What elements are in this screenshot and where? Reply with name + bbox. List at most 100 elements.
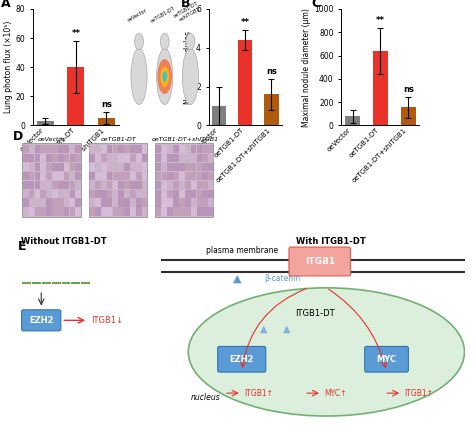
Bar — [23, 172, 28, 180]
Bar — [52, 145, 58, 153]
Bar — [89, 154, 95, 162]
Bar — [124, 198, 130, 207]
Bar — [202, 172, 208, 180]
Bar — [401, 108, 416, 125]
Text: oeVector: oeVector — [38, 137, 66, 142]
Bar — [70, 181, 75, 189]
Bar — [52, 198, 58, 207]
Text: ▲: ▲ — [233, 274, 242, 284]
Bar — [64, 163, 70, 171]
Bar — [23, 163, 28, 171]
Bar — [23, 145, 28, 153]
Text: ITGB1-DT: ITGB1-DT — [295, 309, 335, 318]
Bar — [179, 207, 185, 216]
Bar — [101, 154, 107, 162]
Bar — [142, 163, 147, 171]
Bar — [101, 145, 107, 153]
Bar — [58, 154, 64, 162]
Bar — [167, 190, 173, 198]
Bar — [173, 163, 179, 171]
Bar — [208, 190, 214, 198]
Bar — [197, 154, 202, 162]
Bar — [23, 154, 28, 162]
Bar — [46, 154, 52, 162]
Bar — [179, 198, 185, 207]
Bar — [142, 145, 147, 153]
Text: EZH2: EZH2 — [29, 316, 54, 325]
Bar — [202, 207, 208, 216]
Bar — [191, 163, 196, 171]
Bar — [167, 154, 173, 162]
Bar — [130, 163, 136, 171]
Bar — [95, 145, 101, 153]
Bar — [136, 145, 142, 153]
Bar — [89, 172, 95, 180]
Bar — [95, 181, 101, 189]
Bar — [75, 145, 81, 153]
Bar — [173, 181, 179, 189]
Bar — [46, 198, 52, 207]
Bar — [40, 181, 46, 189]
Bar — [35, 190, 40, 198]
Bar — [113, 207, 118, 216]
Bar — [58, 145, 64, 153]
Text: ns: ns — [266, 67, 277, 76]
Bar — [173, 207, 179, 216]
Text: MYC: MYC — [376, 355, 397, 364]
Bar — [75, 163, 81, 171]
Bar — [208, 163, 214, 171]
Text: With ITGB1-DT: With ITGB1-DT — [296, 237, 366, 246]
Bar — [124, 172, 130, 180]
Bar — [167, 181, 173, 189]
Text: plasma membrane: plasma membrane — [206, 246, 278, 255]
Bar — [155, 190, 161, 198]
Bar — [46, 163, 52, 171]
Bar — [52, 181, 58, 189]
Bar — [113, 181, 118, 189]
Bar — [113, 172, 118, 180]
Bar — [52, 190, 58, 198]
Bar — [89, 190, 95, 198]
Text: ITGB1↑: ITGB1↑ — [404, 389, 433, 398]
Bar — [75, 154, 81, 162]
Bar — [64, 207, 70, 216]
Bar — [136, 198, 142, 207]
Bar — [202, 181, 208, 189]
Bar — [179, 145, 185, 153]
Bar — [67, 67, 84, 125]
Bar — [101, 207, 107, 216]
Bar — [185, 207, 191, 216]
Text: oeVector: oeVector — [127, 7, 148, 22]
Bar — [142, 181, 147, 189]
Bar — [155, 207, 161, 216]
Bar — [191, 154, 196, 162]
Bar — [35, 207, 40, 216]
Bar — [173, 198, 179, 207]
Bar — [95, 198, 101, 207]
Bar — [197, 190, 202, 198]
Text: C: C — [311, 0, 321, 10]
Bar — [101, 190, 107, 198]
Bar — [40, 163, 46, 171]
Bar — [107, 154, 112, 162]
Bar — [208, 154, 214, 162]
Bar — [101, 172, 107, 180]
Bar — [179, 172, 185, 180]
Bar — [70, 163, 75, 171]
Bar — [118, 181, 124, 189]
Bar — [113, 145, 118, 153]
Text: A: A — [1, 0, 10, 10]
Bar — [167, 145, 173, 153]
Bar — [101, 181, 107, 189]
Bar — [185, 181, 191, 189]
Bar — [40, 154, 46, 162]
Bar — [264, 95, 279, 125]
Bar — [58, 172, 64, 180]
Bar — [101, 198, 107, 207]
Bar — [64, 198, 70, 207]
Bar — [124, 207, 130, 216]
Bar — [197, 207, 202, 216]
Bar — [95, 207, 101, 216]
Text: nucleus: nucleus — [191, 393, 220, 402]
Ellipse shape — [160, 34, 169, 50]
